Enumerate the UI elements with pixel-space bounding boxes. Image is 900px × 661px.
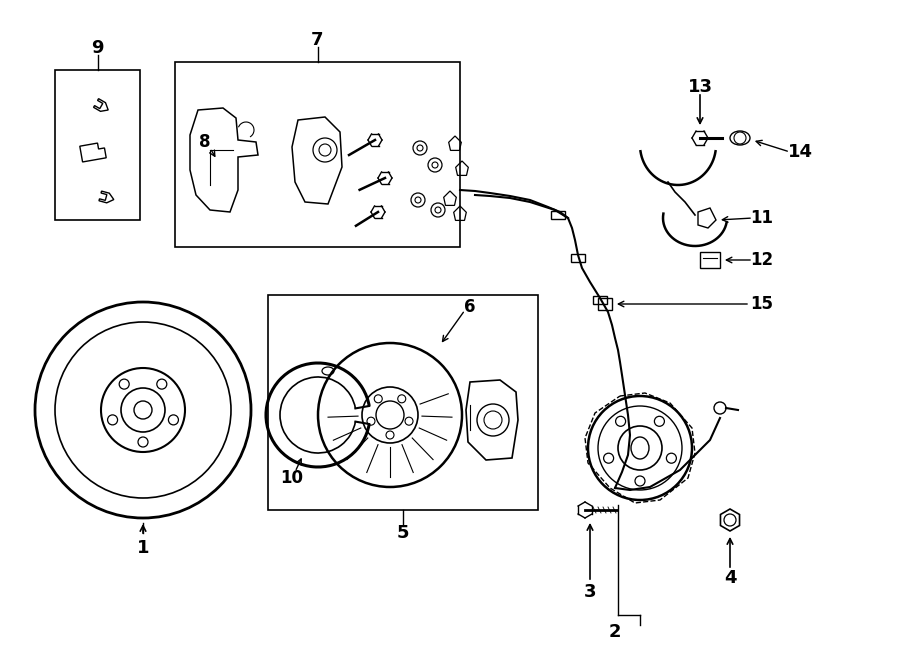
Text: 5: 5 — [397, 524, 410, 542]
Text: 9: 9 — [91, 39, 104, 57]
Bar — [268, 295, 538, 510]
Bar — [175, 62, 460, 247]
Text: 14: 14 — [788, 143, 813, 161]
Text: 1: 1 — [137, 539, 149, 557]
Bar — [55, 70, 140, 220]
Text: 4: 4 — [724, 569, 736, 587]
Text: 6: 6 — [464, 298, 476, 316]
Text: 8: 8 — [199, 133, 211, 151]
Text: 15: 15 — [751, 295, 773, 313]
Bar — [551, 211, 565, 219]
Bar — [571, 254, 585, 262]
Bar — [593, 296, 607, 304]
Text: 10: 10 — [281, 469, 303, 487]
Text: 7: 7 — [311, 31, 324, 49]
Bar — [700, 252, 720, 268]
Text: 3: 3 — [584, 583, 596, 601]
Text: 13: 13 — [688, 78, 713, 96]
Text: 2: 2 — [608, 623, 621, 641]
Text: 12: 12 — [751, 251, 774, 269]
Text: 11: 11 — [751, 209, 773, 227]
Bar — [598, 298, 612, 310]
